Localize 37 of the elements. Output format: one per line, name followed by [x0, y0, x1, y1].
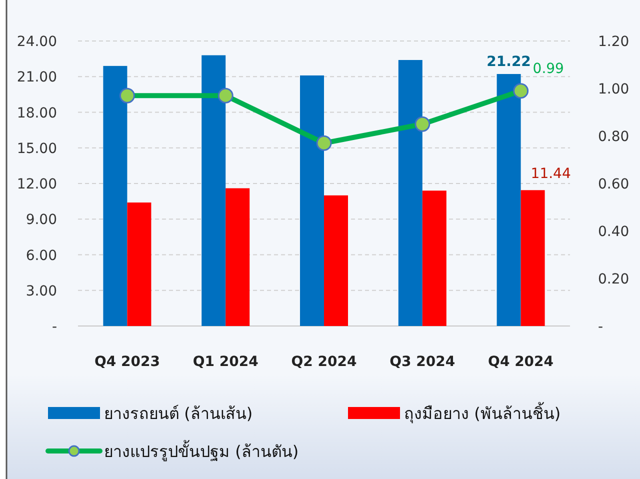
y-tick-label: 3.00: [26, 283, 57, 300]
y-tick-label: 24.00: [16, 34, 57, 50]
y-tick-label: 9.00: [26, 212, 57, 228]
data-label: 0.99: [532, 60, 564, 77]
y2-tick-label: -: [598, 319, 604, 335]
x-tick-label: Q2 2024: [291, 354, 357, 370]
y2-tick-label: 0.60: [598, 176, 630, 192]
y2-tick-label: 1.00: [598, 82, 630, 98]
bar: [103, 66, 128, 326]
x-tick-label: Q4 2023: [94, 354, 160, 370]
bar: [422, 190, 446, 326]
data-label: 21.22: [486, 54, 531, 70]
x-tick-label: Q3 2024: [390, 354, 456, 370]
y-tick-label: -: [52, 319, 57, 335]
bar: [324, 195, 348, 326]
y-tick-label: 6.00: [26, 248, 57, 264]
bar: [127, 202, 152, 326]
y-tick-label: 15.00: [16, 140, 57, 157]
y2-tick-label: 0.20: [598, 272, 630, 288]
data-label: 11.44: [530, 166, 571, 182]
y2-tick-label: 0.40: [598, 224, 630, 240]
legend-label: ถุงมือยาง (พันล้านชิ้น): [404, 402, 561, 424]
y-tick-label: 12.00: [16, 176, 57, 192]
bar: [520, 190, 545, 326]
legend-label: ยางรถยนต์ (ล้านเส้น): [104, 404, 253, 423]
y-tick-label: 18.00: [16, 105, 57, 122]
bar: [226, 188, 250, 326]
bar: [202, 55, 226, 326]
bar: [300, 75, 324, 326]
x-tick-label: Q1 2024: [192, 354, 259, 370]
bar: [496, 74, 521, 326]
bar: [398, 60, 422, 326]
y2-tick-label: 0.80: [598, 129, 630, 145]
y2-tick-label: 1.20: [598, 34, 630, 50]
y-tick-label: 21.00: [16, 70, 57, 86]
x-tick-label: Q4 2024: [488, 354, 554, 370]
legend-label: ยางแปรรูปขั้นปฐม (ล้านตัน): [104, 440, 299, 462]
